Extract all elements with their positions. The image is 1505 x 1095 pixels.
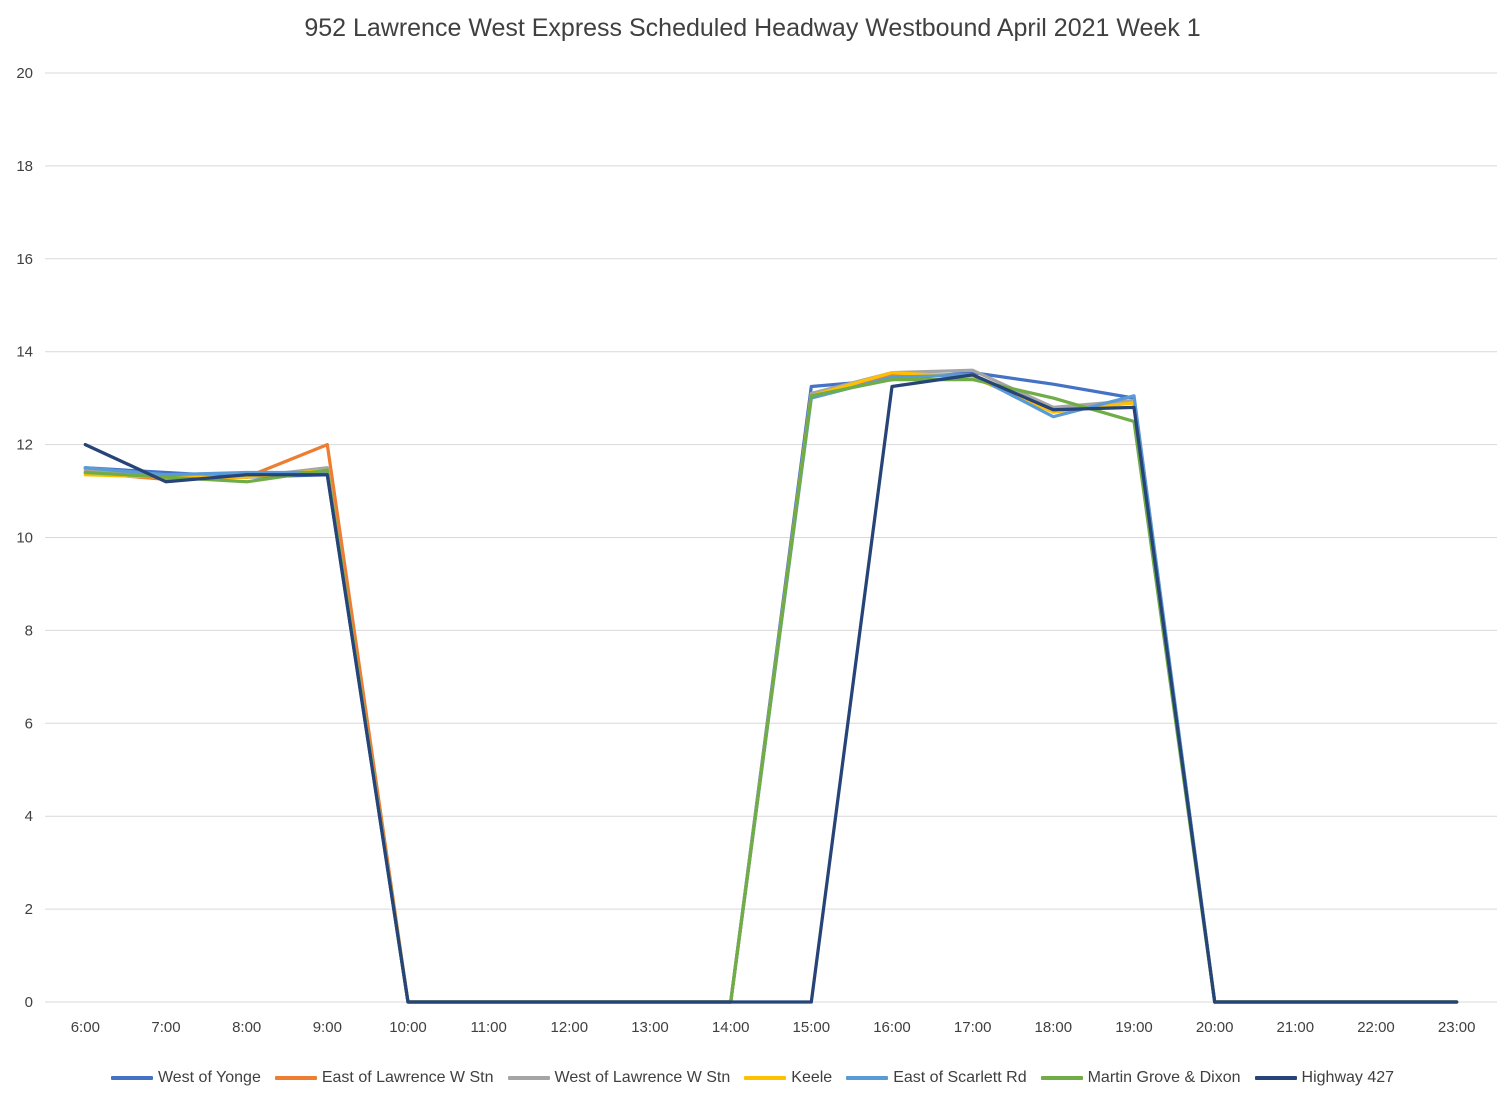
x-tick-label: 9:00: [313, 1019, 342, 1036]
series-line-west-of-lawrence-w-stn: [83, 368, 1459, 1004]
legend-line-swatch: [507, 1076, 550, 1080]
legend-label: West of Yonge: [157, 1069, 261, 1086]
legend-line-swatch: [744, 1076, 787, 1080]
x-tick-label: 10:00: [389, 1019, 427, 1036]
y-tick-label: 16: [16, 251, 33, 268]
legend-item-highway-427: Highway 427: [1254, 1069, 1395, 1087]
legend-line-swatch: [846, 1076, 889, 1080]
legend-line-swatch: [110, 1076, 153, 1080]
y-tick-label: 4: [25, 808, 33, 825]
x-tick-label: 12:00: [551, 1019, 589, 1036]
y-tick-label: 2: [25, 901, 33, 918]
legend-item-east-of-lawrence-w-stn: East of Lawrence W Stn: [274, 1069, 494, 1087]
x-tick-label: 19:00: [1115, 1019, 1153, 1036]
x-tick-label: 6:00: [71, 1019, 100, 1036]
x-tick-label: 15:00: [793, 1019, 831, 1036]
legend-label: East of Lawrence W Stn: [321, 1069, 494, 1086]
y-tick-label: 14: [16, 344, 33, 361]
y-tick-label: 12: [16, 437, 33, 454]
y-tick-label: 10: [16, 530, 33, 547]
legend-label: Keele: [791, 1069, 833, 1086]
legend-label: Highway 427: [1301, 1069, 1395, 1086]
legend-label: West of Lawrence W Stn: [554, 1069, 731, 1086]
legend-label: Martin Grove & Dixon: [1087, 1069, 1241, 1086]
x-tick-label: 13:00: [631, 1019, 669, 1036]
chart-canvas: 0 2 4 6 8 10 12 14 16 18 20 6:00 7:00 8:00 9:00 10:00 11…: [16, 65, 1497, 1036]
chart-legend: West of Yonge East of Lawrence W Stn West …: [0, 1069, 1505, 1087]
x-tick-label: 7:00: [151, 1019, 180, 1036]
legend-item-martin-grove-dixon: Martin Grove & Dixon: [1040, 1069, 1241, 1087]
legend-label: East of Scarlett Rd: [893, 1069, 1027, 1086]
x-tick-label: 14:00: [712, 1019, 750, 1036]
legend-line-swatch: [274, 1076, 317, 1080]
legend-line-swatch: [1254, 1076, 1297, 1080]
legend-item-east-of-scarlett-rd: East of Scarlett Rd: [846, 1069, 1027, 1087]
x-tick-label: 17:00: [954, 1019, 992, 1036]
x-tick-label: 8:00: [232, 1019, 261, 1036]
y-tick-label: 18: [16, 158, 33, 175]
y-tick-label: 20: [16, 65, 33, 82]
y-tick-label: 6: [25, 715, 33, 732]
x-tick-label: 23:00: [1438, 1019, 1476, 1036]
y-tick-label: 0: [25, 994, 33, 1011]
legend-item-west-of-yonge: West of Yonge: [110, 1069, 261, 1087]
x-tick-label: 22:00: [1357, 1019, 1395, 1036]
x-tick-label: 20:00: [1196, 1019, 1234, 1036]
legend-line-swatch: [1040, 1076, 1083, 1080]
legend-item-west-of-lawrence-w-stn: West of Lawrence W Stn: [507, 1069, 731, 1087]
y-tick-label: 8: [25, 622, 33, 639]
chart-title: 952 Lawrence West Express Scheduled Head…: [304, 14, 1201, 42]
x-tick-label: 16:00: [873, 1019, 911, 1036]
x-tick-label: 18:00: [1035, 1019, 1073, 1036]
x-tick-label: 21:00: [1277, 1019, 1315, 1036]
legend-item-keele: Keele: [744, 1069, 832, 1087]
series-line-highway-427: [83, 373, 1459, 1004]
x-tick-label: 11:00: [470, 1019, 506, 1036]
